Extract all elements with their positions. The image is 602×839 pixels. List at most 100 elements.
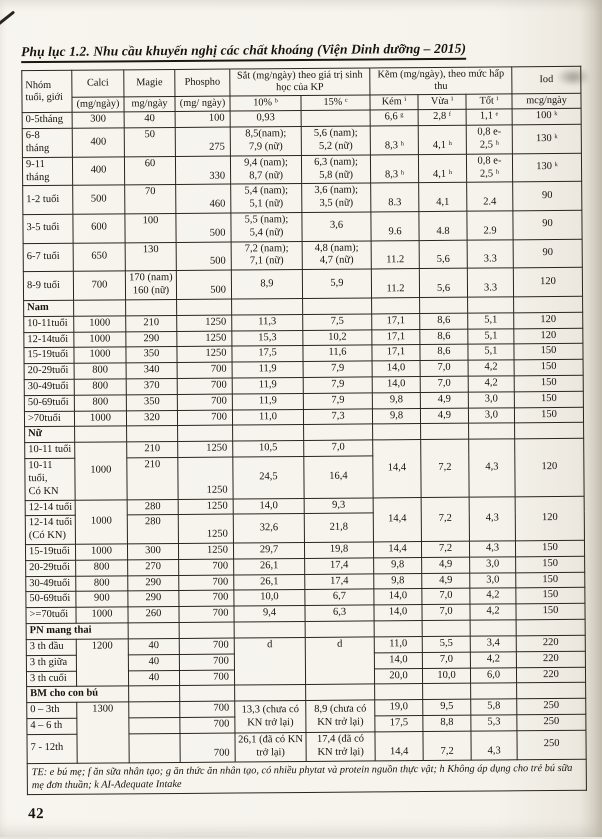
value-cell: 16,4 — [303, 456, 374, 499]
value-cell — [73, 299, 126, 317]
value-cell: 130 — [125, 242, 177, 272]
header-zinc-low: Kém ⁱ — [369, 94, 419, 111]
value-cell: 14,4 — [374, 731, 424, 761]
value-cell: 700 — [177, 362, 233, 379]
value-cell: 210 — [126, 457, 179, 500]
section-label-cell: Nam — [23, 300, 74, 317]
value-cell: 4,3 — [470, 730, 518, 760]
row-label-cell: 30-49tuổi — [25, 575, 76, 592]
value-cell — [232, 424, 304, 442]
value-cell: 7,9 — [303, 361, 373, 378]
value-cell: 8,3 ʰ — [370, 154, 419, 184]
value-cell: 4,9 — [420, 391, 469, 409]
value-cell: 9,4 (nam); 8,7 (nữ) — [230, 155, 302, 185]
value-cell: 26,1 — [233, 558, 305, 575]
value-cell: 220 — [516, 666, 586, 684]
value-cell: 500 — [72, 185, 125, 215]
value-cell: 20,0 — [374, 668, 423, 685]
value-cell: 1000 — [75, 499, 128, 545]
row-label-cell: 3 th giữa — [26, 654, 77, 672]
value-cell: 1000 — [75, 606, 129, 624]
value-cell: 17,4 — [304, 557, 374, 575]
value-cell: 60 — [124, 156, 176, 186]
row-label-cell: 12-14tuổi — [23, 331, 74, 349]
header-iron-15: 15% ᶜ — [300, 95, 371, 111]
value-cell: 260 — [127, 606, 180, 623]
value-cell: 6,6 ᵍ — [370, 109, 419, 127]
value-cell: 4,9 — [421, 556, 470, 574]
header-iod: Iod — [511, 66, 581, 95]
value-cell: 14,0 — [373, 588, 422, 606]
value-cell — [125, 299, 177, 316]
value-cell: 5,6 (nam); 5,2 (nữ) — [301, 126, 371, 156]
value-cell — [422, 620, 471, 637]
value-cell: 300 — [72, 112, 125, 129]
value-cell: 250 — [516, 714, 586, 731]
value-cell: 4,8 (nam); 4,7 (nữ) — [302, 240, 372, 270]
value-cell: 5,5 — [422, 636, 471, 653]
value-cell: 7,0 — [422, 651, 471, 669]
value-cell: 11.2 — [371, 268, 420, 298]
value-cell: 300 — [127, 543, 179, 560]
value-cell — [513, 296, 583, 313]
value-cell: 0,8 e- 2,5 ʰ — [466, 153, 513, 183]
value-cell: 700 — [179, 717, 235, 734]
value-cell: 11,9 — [232, 377, 304, 394]
value-cell: 1000 — [74, 410, 127, 427]
value-cell: 4,2 — [469, 588, 516, 605]
value-cell: 1000 — [73, 347, 127, 364]
value-cell: 40 — [128, 669, 180, 687]
value-cell: 700 — [178, 606, 235, 623]
value-cell: 17,4 — [304, 573, 374, 590]
value-cell: 250 — [516, 698, 586, 715]
value-cell: 2.9 — [466, 210, 514, 240]
value-cell: 350 — [125, 346, 178, 364]
value-cell: 700 — [179, 653, 235, 670]
row-label-cell: 15-19tuổi — [25, 544, 76, 561]
value-cell: 150 — [514, 359, 584, 376]
row-label-cell: >70tuổi — [24, 410, 75, 428]
row-label-cell: 50-69tuổi — [25, 591, 76, 608]
value-cell: 2.4 — [466, 182, 513, 212]
minerals-table: Nhóm tuổi, giới Calci Magie Phospho Sắt … — [21, 66, 587, 796]
table-row: 9-11 tháng 400 60 330 9,4 (nam); 8,7 (nữ) 6,3… — [22, 153, 582, 187]
value-cell: 8,9 (chưa có KN trở lại) — [305, 700, 375, 733]
value-cell — [422, 683, 471, 700]
value-cell — [468, 423, 515, 440]
value-cell: 7,0 — [420, 360, 469, 377]
value-cell — [419, 296, 468, 314]
header-iron-group: Sắt (mg/ngày) theo giá trị sinh học của … — [229, 67, 370, 97]
section-label-cell: PN mang thai — [26, 622, 129, 640]
value-cell: 90 — [513, 238, 583, 269]
value-cell: 150 — [515, 540, 585, 557]
value-cell: 100 ᵏ — [512, 108, 582, 126]
row-label-cell: 10-11 tuổi — [24, 442, 75, 459]
value-cell: 10,0 — [233, 589, 305, 607]
value-cell: 4,3 — [469, 540, 516, 557]
value-cell: 4,1 ʰ — [418, 154, 467, 183]
value-cell: 400 — [72, 156, 125, 186]
value-cell: 1250 — [178, 498, 234, 515]
value-cell: 800 — [74, 378, 127, 396]
scan-corner-artifact — [0, 10, 15, 29]
section-label-cell: BM cho con bú — [26, 686, 129, 703]
value-cell — [305, 620, 375, 638]
row-label-cell: 12-14 tuổi (Có KN) — [25, 515, 76, 545]
value-cell: 900 — [75, 591, 128, 608]
value-cell: 700 — [179, 701, 235, 718]
value-cell: 290 — [127, 574, 179, 592]
row-label-cell: 10-11 tuổi, Có KN — [24, 458, 76, 501]
value-cell: 26,1 — [233, 574, 305, 591]
value-cell: 800 — [74, 394, 127, 411]
row-label-cell: 15-19tuổi — [23, 347, 75, 364]
row-label-cell: 50-69tuổi — [24, 395, 75, 412]
value-cell: 1250 — [177, 457, 234, 500]
value-cell: 7,2 — [422, 731, 472, 761]
value-cell: 700 — [177, 378, 233, 395]
header-age-group: Nhóm tuổi, giới — [21, 70, 73, 114]
value-cell: 5,4 (nam); 5,1 (nữ) — [230, 183, 302, 214]
value-cell: 1250 — [177, 441, 233, 458]
value-cell: 17,5 — [374, 715, 423, 732]
